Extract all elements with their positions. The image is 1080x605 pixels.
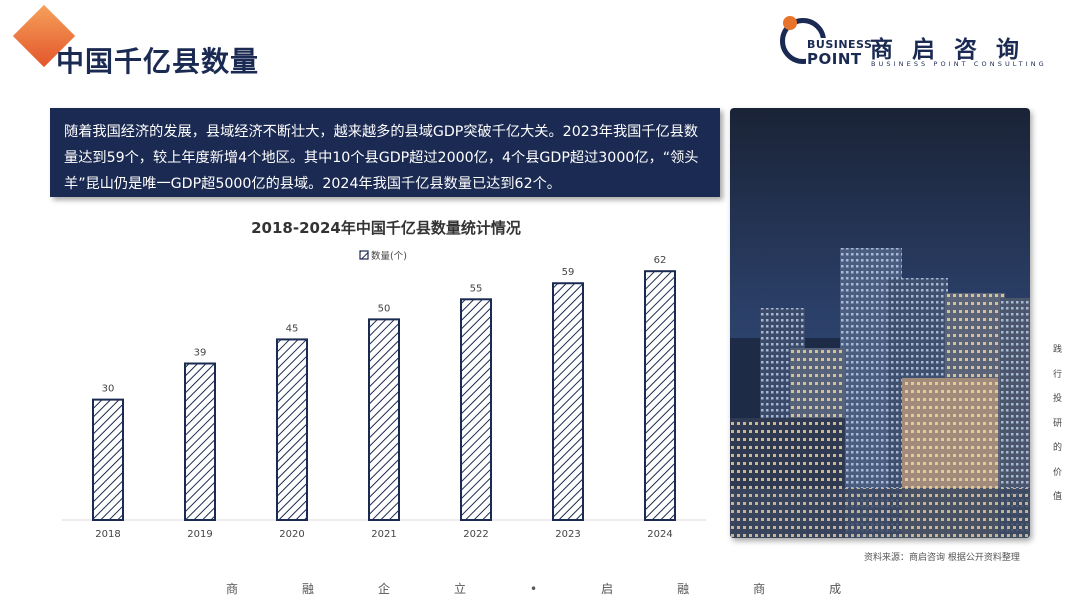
city-night-photo: [730, 108, 1030, 538]
page-title: 中国千亿县数量: [56, 45, 260, 78]
footer-slogan: 商融企立•启融商成: [226, 582, 906, 596]
bar-chart: 2018-2024年中国千亿县数量统计情况 数量(个) 30 39 45 50 55 59…: [62, 219, 706, 540]
logo-english-name: BUSINESS POINT CONSULTING: [871, 60, 1047, 68]
x-tick-2023: 2023: [555, 529, 580, 540]
x-tick-2020: 2020: [279, 529, 304, 540]
bar-2018: [92, 398, 124, 521]
value-label-2020: 45: [286, 323, 299, 334]
legend-label: 数量(个): [371, 250, 407, 262]
bar-2022: [460, 298, 492, 521]
value-labels-group: 30 39 45 50 55 59 62: [102, 255, 667, 394]
bar-2019: [184, 362, 216, 521]
logo-line1: BUSINESS: [806, 38, 874, 51]
chart-title: 2018-2024年中国千亿县数量统计情况: [251, 219, 521, 237]
side-slogan-char: 研: [1053, 418, 1063, 429]
bar-2021: [368, 318, 400, 521]
value-label-2018: 30: [102, 384, 115, 395]
x-tick-labels-group: 2018 2019 2020 2021 2022 2023 2024: [95, 529, 672, 540]
x-tick-2022: 2022: [463, 529, 488, 540]
chart-legend: 数量(个): [359, 250, 407, 262]
x-tick-2018: 2018: [95, 529, 120, 540]
value-label-2019: 39: [194, 347, 207, 358]
company-logo: BUSINESS POINT 商启咨询 BUSINESS POINT CONSU…: [780, 16, 1060, 72]
value-label-2021: 50: [378, 303, 391, 314]
logo-chinese-name: 商启咨询: [870, 37, 1038, 63]
x-tick-2019: 2019: [187, 529, 212, 540]
x-tick-2021: 2021: [371, 529, 396, 540]
side-slogan-char: 践: [1053, 345, 1063, 355]
bar-2020: [276, 338, 308, 521]
value-label-2023: 59: [562, 267, 575, 278]
side-slogan: 践 行 投 研 的 价 值: [1053, 338, 1063, 510]
bar-2023: [552, 282, 584, 522]
data-source-note: 资料来源：商启咨询 根据公开资料整理: [864, 553, 1020, 563]
value-label-2024: 62: [654, 255, 667, 266]
side-slogan-char: 值: [1053, 492, 1063, 502]
bars-group: [92, 270, 676, 522]
legend-swatch: [359, 250, 369, 260]
bar-2024: [644, 270, 676, 522]
value-label-2022: 55: [470, 283, 483, 294]
side-slogan-char: 的: [1053, 443, 1063, 453]
side-slogan-char: 行: [1053, 369, 1063, 380]
logo-dot-icon: [783, 16, 797, 30]
x-tick-2024: 2024: [647, 529, 672, 540]
side-slogan-char: 价: [1053, 467, 1063, 478]
logo-line2: POINT: [806, 50, 863, 68]
intro-text-box: 随着我国经济的发展，县域经济不断壮大，越来越多的县域GDP突破千亿大关。2023…: [50, 108, 720, 197]
side-slogan-char: 投: [1053, 394, 1063, 404]
city-skyline-image: [730, 108, 1030, 538]
